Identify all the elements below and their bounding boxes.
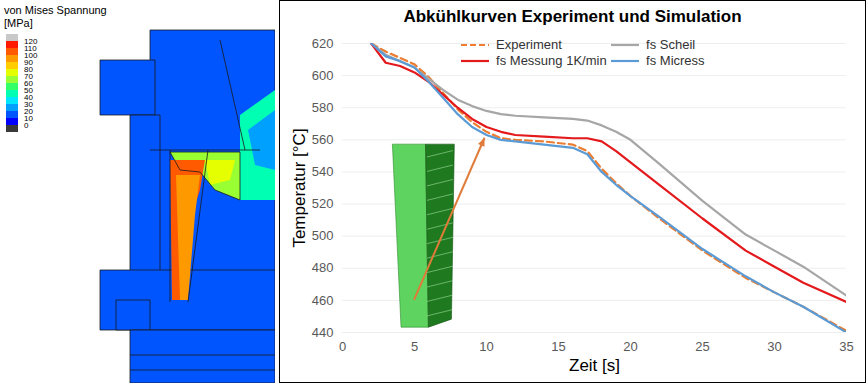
svg-text:20: 20 (24, 107, 33, 116)
svg-text:0: 0 (339, 339, 346, 354)
svg-text:70: 70 (24, 72, 33, 81)
svg-text:60: 60 (24, 79, 33, 88)
svg-text:10: 10 (479, 339, 493, 354)
html-text:fs Micress: fs Micress (646, 53, 705, 68)
svg-text:30: 30 (767, 339, 781, 354)
svg-text:50: 50 (24, 86, 33, 95)
svg-text:5: 5 (411, 339, 418, 354)
html-text:Experiment: Experiment (496, 37, 562, 52)
svg-text:100: 100 (24, 51, 38, 60)
svg-text:80: 80 (24, 65, 33, 74)
svg-text:20: 20 (623, 339, 637, 354)
svg-text:25: 25 (695, 339, 709, 354)
svg-text:40: 40 (24, 93, 33, 102)
html-text:fs Messung 1K/min: fs Messung 1K/min (496, 53, 607, 68)
svg-text:10: 10 (24, 114, 33, 123)
svg-text:440: 440 (312, 325, 334, 340)
svg-text:560: 560 (312, 132, 334, 147)
svg-text:0: 0 (24, 121, 29, 130)
svg-text:Temperatur [°C]: Temperatur [°C] (290, 128, 309, 247)
svg-text:460: 460 (312, 293, 334, 308)
svg-text:15: 15 (551, 339, 565, 354)
svg-text:600: 600 (312, 68, 334, 83)
html-text:fs Scheil: fs Scheil (646, 37, 696, 52)
svg-text:540: 540 (312, 164, 334, 179)
svg-text:580: 580 (312, 100, 334, 115)
svg-text:500: 500 (312, 228, 334, 243)
svg-text:520: 520 (312, 196, 334, 211)
svg-text:35: 35 (839, 339, 853, 354)
svg-text:90: 90 (24, 58, 33, 67)
svg-text:30: 30 (24, 100, 33, 109)
svg-text:620: 620 (312, 36, 334, 51)
svg-text:120: 120 (24, 37, 38, 46)
html-text:von Mises Spannung: von Mises Spannung (4, 4, 107, 16)
html-text:Abkühlkurven Experiment und Si: Abkühlkurven Experiment und Simulation (403, 7, 742, 26)
svg-text:Zeit [s]: Zeit [s] (569, 356, 620, 375)
svg-text:480: 480 (312, 260, 334, 275)
html-text:[MPa]: [MPa] (4, 17, 33, 29)
svg-text:110: 110 (24, 44, 37, 53)
